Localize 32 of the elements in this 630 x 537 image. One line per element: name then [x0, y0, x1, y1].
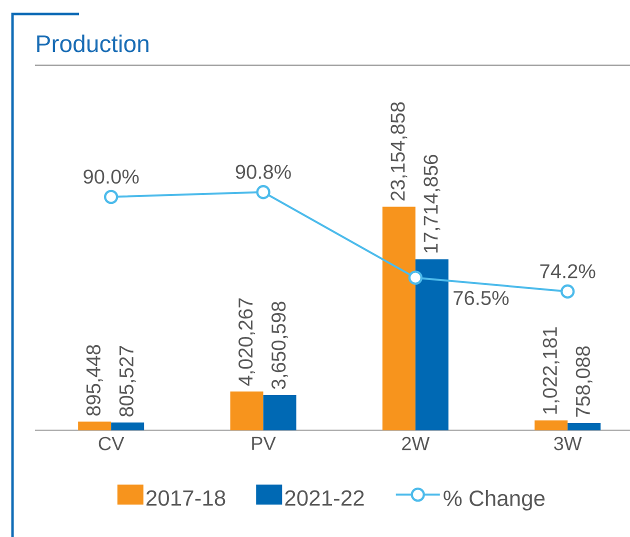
bar	[534, 420, 568, 430]
point	[408, 270, 423, 285]
legend-label: 2021-22	[285, 490, 364, 506]
x-tick-label: 2W	[402, 436, 430, 450]
bar	[111, 422, 144, 430]
data-label: 90.8%	[236, 164, 291, 179]
chart-title: Production	[37, 34, 148, 52]
x-tick-label: CV	[98, 436, 124, 450]
data-label: 76.5%	[454, 290, 509, 306]
point	[256, 185, 270, 200]
data-label: 23,154,858	[390, 102, 408, 200]
data-label: 3,650,598	[272, 302, 288, 390]
data-label: 1,022,181	[542, 327, 560, 414]
x-tick-label: PV	[252, 436, 276, 450]
data-label: 805,527	[119, 346, 136, 416]
data-label: 90.0%	[84, 170, 139, 184]
bar	[230, 391, 264, 430]
data-label: 74.2%	[540, 264, 596, 278]
data-label: 895,448	[86, 345, 103, 416]
legend-label: % Change	[444, 490, 545, 510]
data-label: 758,088	[576, 346, 592, 417]
bar	[568, 422, 601, 430]
data-label: 17,714,856	[424, 154, 440, 253]
point	[104, 190, 118, 204]
x-tick-label: 3W	[554, 436, 582, 450]
legend-label: 2017-18	[146, 490, 226, 506]
bar	[415, 259, 448, 430]
data-label: 4,020,267	[238, 298, 256, 386]
bar	[382, 206, 416, 430]
bar	[263, 395, 296, 430]
point	[560, 284, 575, 299]
bar	[78, 422, 112, 430]
